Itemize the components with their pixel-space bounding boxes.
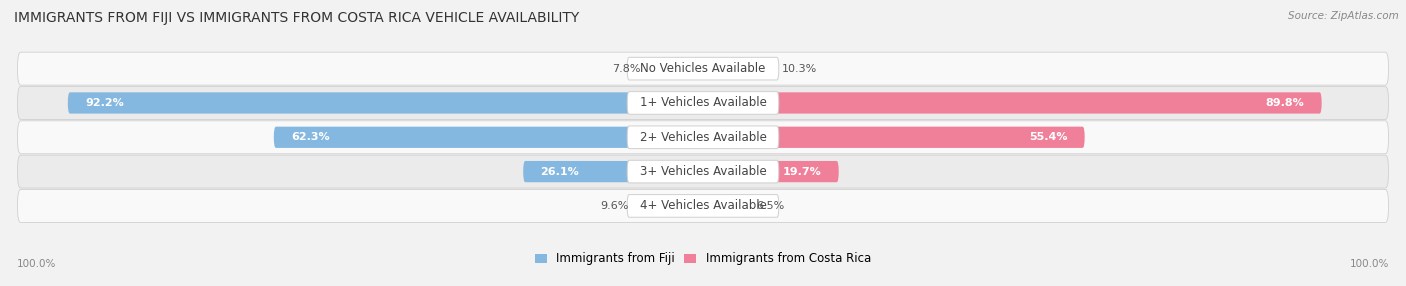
FancyBboxPatch shape <box>17 52 1389 85</box>
FancyBboxPatch shape <box>703 92 1322 114</box>
FancyBboxPatch shape <box>17 86 1389 120</box>
Text: 3+ Vehicles Available: 3+ Vehicles Available <box>640 165 766 178</box>
Text: 7.8%: 7.8% <box>613 64 641 74</box>
Text: 19.7%: 19.7% <box>783 167 821 176</box>
FancyBboxPatch shape <box>17 121 1389 154</box>
Text: 26.1%: 26.1% <box>540 167 579 176</box>
Text: 10.3%: 10.3% <box>782 64 817 74</box>
Text: No Vehicles Available: No Vehicles Available <box>640 62 766 75</box>
Text: 9.6%: 9.6% <box>600 201 628 211</box>
FancyBboxPatch shape <box>17 189 1389 223</box>
Text: 92.2%: 92.2% <box>84 98 124 108</box>
Text: 4+ Vehicles Available: 4+ Vehicles Available <box>640 199 766 212</box>
FancyBboxPatch shape <box>703 127 1084 148</box>
Text: 100.0%: 100.0% <box>17 259 56 269</box>
Text: 55.4%: 55.4% <box>1029 132 1067 142</box>
Text: IMMIGRANTS FROM FIJI VS IMMIGRANTS FROM COSTA RICA VEHICLE AVAILABILITY: IMMIGRANTS FROM FIJI VS IMMIGRANTS FROM … <box>14 11 579 25</box>
Text: 2+ Vehicles Available: 2+ Vehicles Available <box>640 131 766 144</box>
FancyBboxPatch shape <box>703 58 773 79</box>
FancyBboxPatch shape <box>703 161 839 182</box>
Legend: Immigrants from Fiji, Immigrants from Costa Rica: Immigrants from Fiji, Immigrants from Co… <box>536 252 870 265</box>
Text: 62.3%: 62.3% <box>291 132 329 142</box>
Text: 89.8%: 89.8% <box>1265 98 1305 108</box>
FancyBboxPatch shape <box>67 92 703 114</box>
FancyBboxPatch shape <box>17 155 1389 188</box>
Text: Source: ZipAtlas.com: Source: ZipAtlas.com <box>1288 11 1399 21</box>
FancyBboxPatch shape <box>274 127 703 148</box>
FancyBboxPatch shape <box>627 126 779 149</box>
FancyBboxPatch shape <box>703 195 748 217</box>
FancyBboxPatch shape <box>627 194 779 217</box>
FancyBboxPatch shape <box>627 160 779 183</box>
Text: 1+ Vehicles Available: 1+ Vehicles Available <box>640 96 766 110</box>
Text: 6.5%: 6.5% <box>756 201 785 211</box>
FancyBboxPatch shape <box>627 57 779 80</box>
FancyBboxPatch shape <box>627 92 779 114</box>
Text: 100.0%: 100.0% <box>1350 259 1389 269</box>
FancyBboxPatch shape <box>523 161 703 182</box>
FancyBboxPatch shape <box>650 58 703 79</box>
FancyBboxPatch shape <box>637 195 703 217</box>
